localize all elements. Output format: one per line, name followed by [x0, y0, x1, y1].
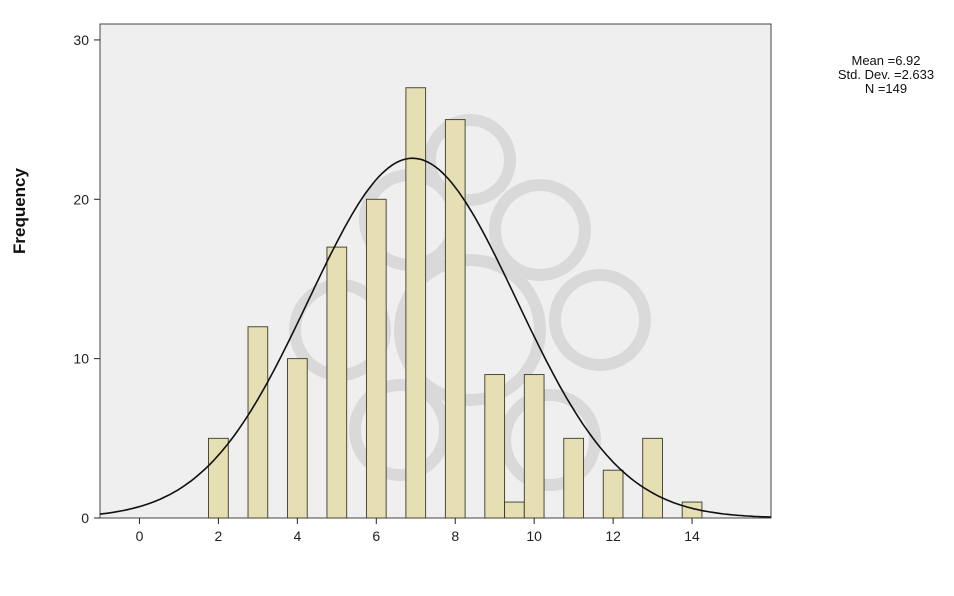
- histogram-bar: [365, 198, 387, 519]
- y-tick-label: 10: [73, 351, 89, 367]
- mean-label: Mean =6.92: [851, 53, 921, 68]
- x-axis: 0 2 4 6 8 10 12 14: [136, 518, 700, 544]
- watermark-ring: [394, 254, 546, 406]
- x-tick-label: 14: [684, 528, 700, 544]
- watermark-ring: [424, 114, 516, 206]
- histogram-bar: [563, 437, 584, 519]
- y-tick-label: 30: [73, 32, 89, 48]
- statistics-legend: Mean =6.92 Std. Dev. =2.633 N =149: [818, 54, 954, 96]
- histogram-bar: [504, 501, 525, 519]
- x-tick-label: 4: [293, 528, 301, 544]
- y-tick-label: 0: [81, 510, 89, 526]
- y-tick-label: 20: [73, 191, 89, 207]
- histogram-bar: [602, 469, 624, 519]
- watermark-ring: [489, 179, 591, 281]
- n-label: N =149: [864, 81, 908, 96]
- std-dev-label: Std. Dev. =2.633: [837, 67, 935, 82]
- normal-curve: [99, 157, 772, 518]
- histogram-bar: [405, 87, 427, 519]
- histogram-bar: [642, 437, 663, 519]
- x-tick-label: 0: [136, 528, 144, 544]
- x-tick-label: 12: [605, 528, 621, 544]
- histogram-bar: [523, 374, 545, 519]
- histogram-bar: [326, 246, 348, 519]
- histogram-bar: [484, 374, 506, 519]
- y-axis-label: Frequency: [10, 168, 29, 254]
- watermark-ring: [549, 269, 651, 371]
- x-tick-label: 6: [372, 528, 380, 544]
- x-tick-label: 10: [526, 528, 542, 544]
- bars-group: [208, 87, 703, 519]
- histogram-bar: [208, 437, 229, 519]
- x-tick-label: 2: [215, 528, 223, 544]
- histogram-bar: [287, 358, 308, 519]
- histogram-bar: [247, 326, 269, 519]
- y-axis: 0 10 20 30: [73, 32, 100, 526]
- x-tick-label: 8: [451, 528, 459, 544]
